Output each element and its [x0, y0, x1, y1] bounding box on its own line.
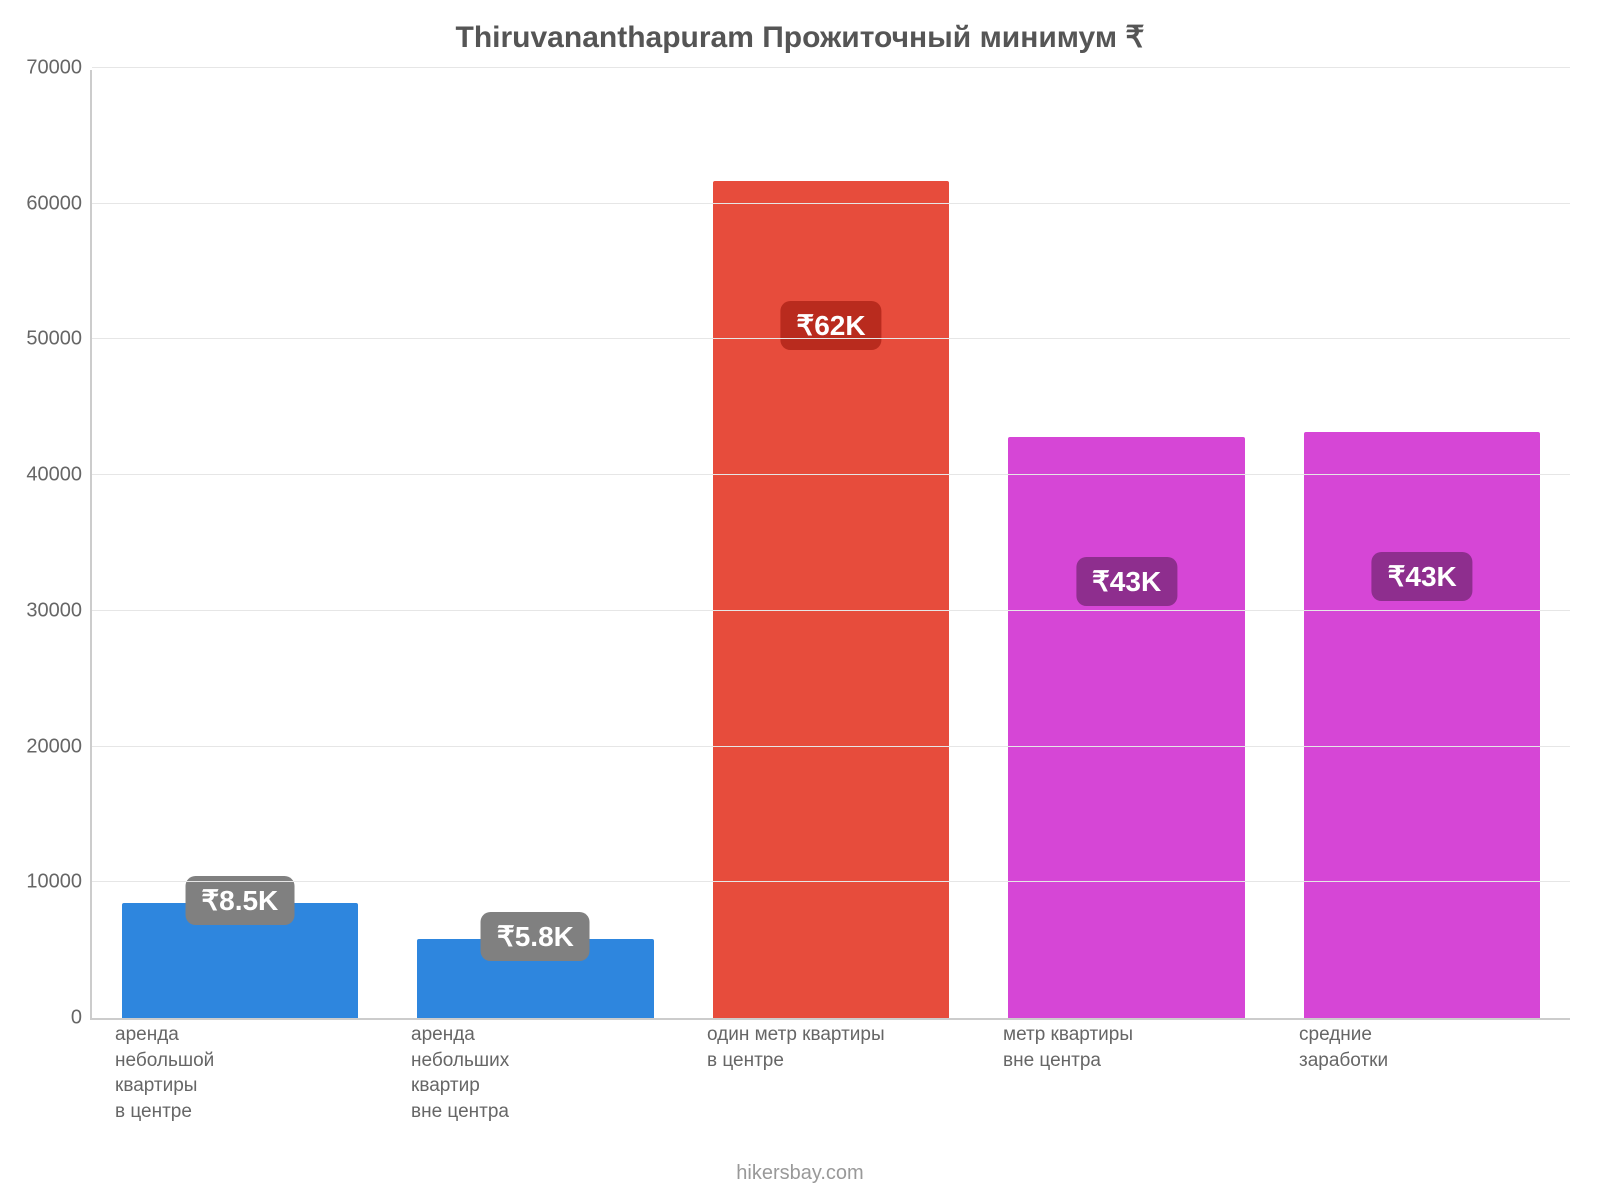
x-label: аренда небольших квартир вне центра	[411, 1022, 509, 1125]
chart-footer: hikersbay.com	[0, 1162, 1600, 1185]
chart-title: Thiruvananthapuram Прожиточный минимум ₹	[0, 20, 1600, 55]
bar-slot: ₹8.5K	[92, 70, 388, 1018]
y-tick-label: 10000	[26, 871, 92, 894]
x-label-slot: один метр квартиры в центре	[682, 1022, 978, 1125]
y-tick-label: 0	[71, 1007, 92, 1030]
x-axis-labels: аренда небольшой квартиры в центре аренда…	[90, 1022, 1570, 1125]
bar: ₹8.5K	[122, 903, 358, 1018]
y-tick-label: 60000	[26, 192, 92, 215]
bar-slot: ₹62K	[683, 70, 979, 1018]
value-badge: ₹62K	[780, 301, 881, 350]
bar: ₹43K	[1304, 432, 1540, 1018]
bar: ₹5.8K	[417, 939, 653, 1018]
y-tick-label: 50000	[26, 328, 92, 351]
value-badge: ₹43K	[1076, 557, 1177, 606]
y-tick-label: 20000	[26, 735, 92, 758]
y-tick-label: 30000	[26, 599, 92, 622]
y-tick-label: 40000	[26, 464, 92, 487]
value-badge: ₹8.5K	[185, 876, 294, 925]
x-label-slot: средние заработки	[1274, 1022, 1570, 1125]
bar: ₹43K	[1008, 437, 1244, 1018]
bar-slot: ₹5.8K	[388, 70, 684, 1018]
bar-slot: ₹43K	[1274, 70, 1570, 1018]
value-badge: ₹5.8K	[481, 912, 590, 961]
grid-line	[92, 746, 1570, 747]
x-label-slot: метр квартиры вне центра	[978, 1022, 1274, 1125]
x-label: один метр квартиры в центре	[707, 1022, 885, 1125]
x-label-slot: аренда небольших квартир вне центра	[386, 1022, 682, 1125]
y-tick-label: 70000	[26, 57, 92, 80]
grid-line	[92, 881, 1570, 882]
value-badge: ₹43K	[1372, 552, 1473, 601]
x-label-slot: аренда небольшой квартиры в центре	[90, 1022, 386, 1125]
bar: ₹62K	[713, 181, 949, 1018]
bar-slot: ₹43K	[979, 70, 1275, 1018]
bars-group: ₹8.5K ₹5.8K ₹62K ₹43K ₹43K	[92, 70, 1570, 1018]
grid-line	[92, 474, 1570, 475]
x-label: аренда небольшой квартиры в центре	[115, 1022, 214, 1125]
grid-line	[92, 203, 1570, 204]
grid-line	[92, 610, 1570, 611]
x-label: средние заработки	[1299, 1022, 1388, 1125]
grid-line	[92, 338, 1570, 339]
grid-line	[92, 67, 1570, 68]
chart-container: Thiruvananthapuram Прожиточный минимум ₹…	[0, 0, 1600, 1200]
plot-area: ₹8.5K₹5.8K₹62K₹43K₹43K 01000020000300004…	[90, 70, 1570, 1020]
x-label: метр квартиры вне центра	[1003, 1022, 1133, 1125]
